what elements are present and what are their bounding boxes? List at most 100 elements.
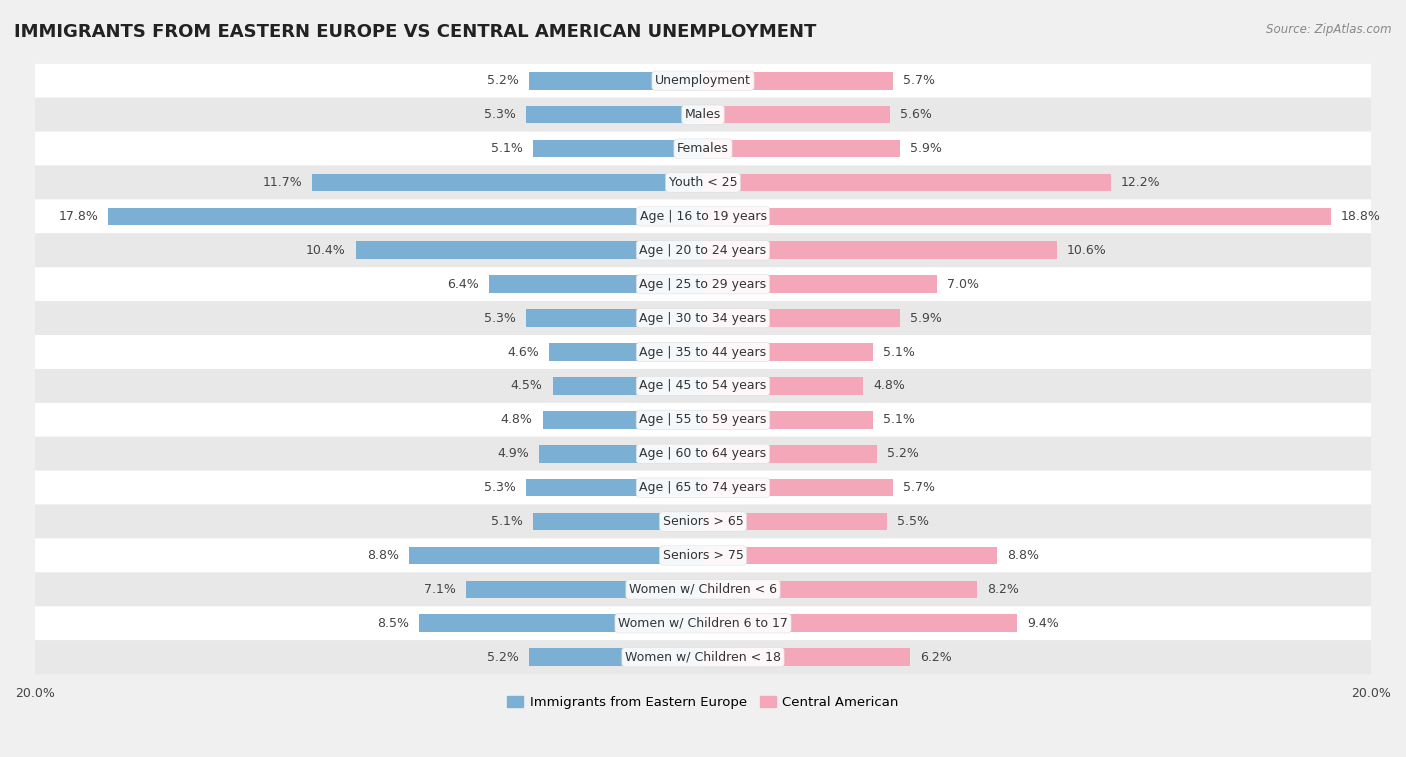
Bar <box>550 343 703 361</box>
Text: Seniors > 75: Seniors > 75 <box>662 549 744 562</box>
Text: Age | 55 to 59 years: Age | 55 to 59 years <box>640 413 766 426</box>
Text: 5.3%: 5.3% <box>484 108 516 121</box>
FancyBboxPatch shape <box>35 640 1371 674</box>
Text: 4.9%: 4.9% <box>498 447 529 460</box>
Text: 18.8%: 18.8% <box>1341 210 1381 223</box>
Text: 7.1%: 7.1% <box>425 583 456 596</box>
Bar <box>419 615 703 632</box>
Text: Age | 45 to 54 years: Age | 45 to 54 years <box>640 379 766 392</box>
FancyBboxPatch shape <box>35 538 1371 572</box>
FancyBboxPatch shape <box>35 335 1371 369</box>
Bar <box>703 106 890 123</box>
Text: 4.8%: 4.8% <box>501 413 533 426</box>
Text: Women w/ Children < 6: Women w/ Children < 6 <box>628 583 778 596</box>
Bar <box>489 276 703 293</box>
Legend: Immigrants from Eastern Europe, Central American: Immigrants from Eastern Europe, Central … <box>502 690 904 714</box>
FancyBboxPatch shape <box>35 403 1371 437</box>
Text: 5.7%: 5.7% <box>904 74 935 87</box>
Text: 4.8%: 4.8% <box>873 379 905 392</box>
Text: 5.1%: 5.1% <box>883 413 915 426</box>
FancyBboxPatch shape <box>35 233 1371 267</box>
Text: 4.6%: 4.6% <box>508 345 540 359</box>
Text: 10.6%: 10.6% <box>1067 244 1107 257</box>
Text: 5.3%: 5.3% <box>484 312 516 325</box>
FancyBboxPatch shape <box>35 606 1371 640</box>
Text: Seniors > 65: Seniors > 65 <box>662 515 744 528</box>
Text: 7.0%: 7.0% <box>946 278 979 291</box>
Text: 5.9%: 5.9% <box>910 312 942 325</box>
FancyBboxPatch shape <box>35 98 1371 132</box>
Text: 5.1%: 5.1% <box>491 515 523 528</box>
Text: Age | 30 to 34 years: Age | 30 to 34 years <box>640 312 766 325</box>
Bar <box>703 479 893 497</box>
Bar <box>553 377 703 394</box>
Bar <box>703 615 1017 632</box>
FancyBboxPatch shape <box>35 166 1371 199</box>
Text: 5.3%: 5.3% <box>484 481 516 494</box>
Text: 11.7%: 11.7% <box>263 176 302 189</box>
Text: Age | 60 to 64 years: Age | 60 to 64 years <box>640 447 766 460</box>
FancyBboxPatch shape <box>35 572 1371 606</box>
FancyBboxPatch shape <box>35 267 1371 301</box>
Bar <box>108 207 703 225</box>
Text: 5.2%: 5.2% <box>488 651 519 664</box>
FancyBboxPatch shape <box>35 471 1371 505</box>
Text: IMMIGRANTS FROM EASTERN EUROPE VS CENTRAL AMERICAN UNEMPLOYMENT: IMMIGRANTS FROM EASTERN EUROPE VS CENTRA… <box>14 23 817 41</box>
Text: Males: Males <box>685 108 721 121</box>
Bar <box>703 512 887 531</box>
Bar <box>703 648 910 666</box>
Bar <box>703 445 877 463</box>
Text: 5.1%: 5.1% <box>883 345 915 359</box>
Text: 4.5%: 4.5% <box>510 379 543 392</box>
Text: 8.8%: 8.8% <box>1007 549 1039 562</box>
Text: Unemployment: Unemployment <box>655 74 751 87</box>
Bar <box>703 207 1331 225</box>
Text: 8.2%: 8.2% <box>987 583 1019 596</box>
Bar <box>703 411 873 428</box>
Text: 8.8%: 8.8% <box>367 549 399 562</box>
FancyBboxPatch shape <box>35 199 1371 233</box>
Text: 12.2%: 12.2% <box>1121 176 1160 189</box>
Bar <box>526 479 703 497</box>
Bar <box>703 377 863 394</box>
Bar <box>409 547 703 564</box>
Bar <box>540 445 703 463</box>
Text: 5.6%: 5.6% <box>900 108 932 121</box>
Bar <box>703 241 1057 259</box>
Bar <box>703 173 1111 192</box>
Text: 6.2%: 6.2% <box>920 651 952 664</box>
Bar <box>543 411 703 428</box>
Text: Age | 20 to 24 years: Age | 20 to 24 years <box>640 244 766 257</box>
Text: 5.9%: 5.9% <box>910 142 942 155</box>
Text: Age | 25 to 29 years: Age | 25 to 29 years <box>640 278 766 291</box>
Text: Age | 35 to 44 years: Age | 35 to 44 years <box>640 345 766 359</box>
Bar <box>465 581 703 598</box>
Bar <box>703 581 977 598</box>
Text: Age | 65 to 74 years: Age | 65 to 74 years <box>640 481 766 494</box>
Bar <box>533 512 703 531</box>
Text: 17.8%: 17.8% <box>59 210 98 223</box>
Bar <box>703 276 936 293</box>
FancyBboxPatch shape <box>35 64 1371 98</box>
FancyBboxPatch shape <box>35 301 1371 335</box>
Text: 5.7%: 5.7% <box>904 481 935 494</box>
Text: 6.4%: 6.4% <box>447 278 479 291</box>
Text: 5.2%: 5.2% <box>887 447 918 460</box>
FancyBboxPatch shape <box>35 132 1371 166</box>
Bar <box>526 310 703 327</box>
Bar <box>703 140 900 157</box>
Text: Youth < 25: Youth < 25 <box>669 176 737 189</box>
Text: Age | 16 to 19 years: Age | 16 to 19 years <box>640 210 766 223</box>
Bar <box>312 173 703 192</box>
Text: 9.4%: 9.4% <box>1026 617 1059 630</box>
Bar <box>703 310 900 327</box>
Text: 5.1%: 5.1% <box>491 142 523 155</box>
Text: 5.2%: 5.2% <box>488 74 519 87</box>
FancyBboxPatch shape <box>35 505 1371 538</box>
Text: 5.5%: 5.5% <box>897 515 929 528</box>
Bar <box>529 648 703 666</box>
Text: 8.5%: 8.5% <box>377 617 409 630</box>
Bar <box>529 72 703 89</box>
Bar <box>533 140 703 157</box>
Text: Women w/ Children < 18: Women w/ Children < 18 <box>626 651 780 664</box>
